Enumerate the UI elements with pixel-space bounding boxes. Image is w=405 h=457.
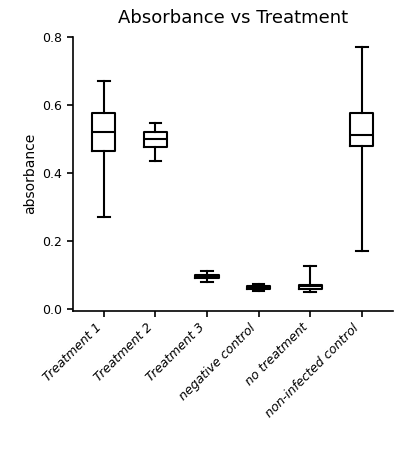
Title: Absorbance vs Treatment: Absorbance vs Treatment [118, 9, 348, 27]
Y-axis label: absorbance: absorbance [23, 133, 37, 214]
